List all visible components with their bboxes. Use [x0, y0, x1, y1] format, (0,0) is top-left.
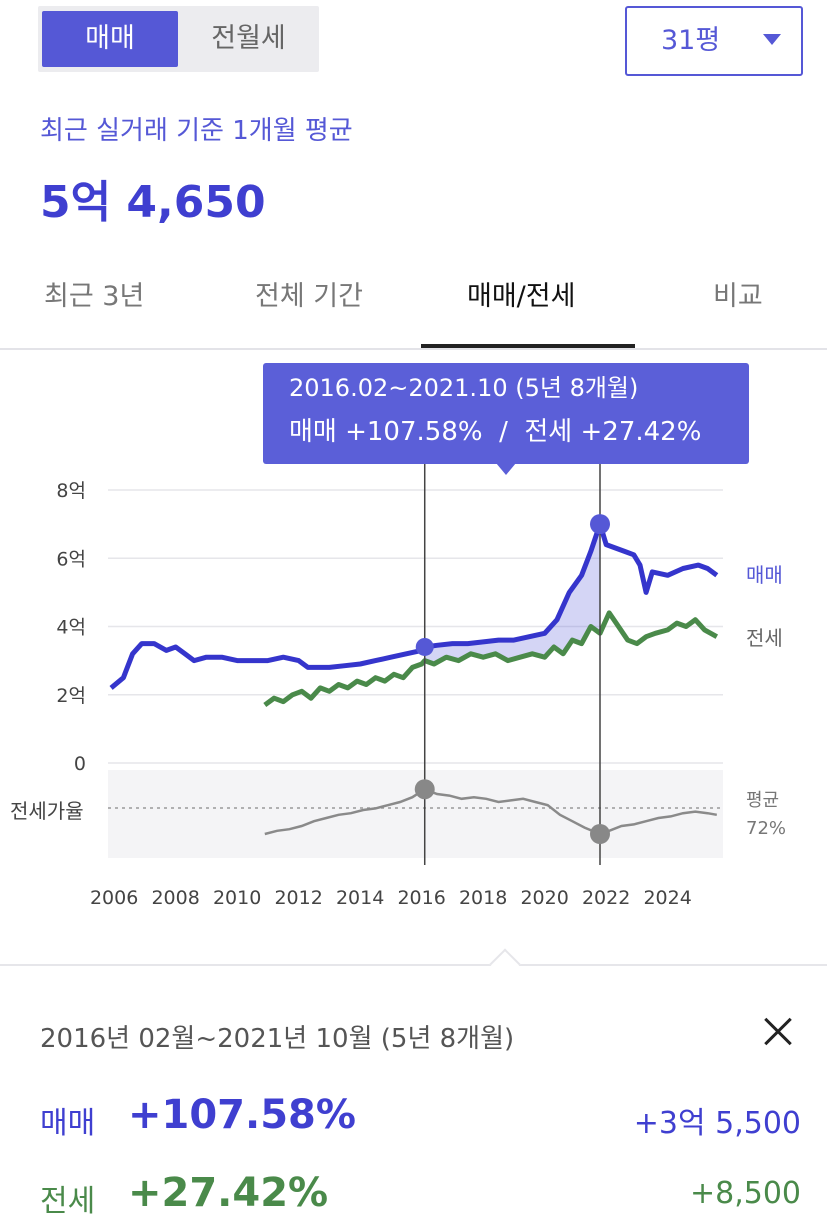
y-tick-label: 6억	[56, 548, 86, 570]
period-range: 2016년 02월~2021년 10월 (5년 8개월)	[40, 1024, 515, 1054]
jeonse-series-label: 전세	[746, 626, 783, 650]
selection-tooltip: 2016.02~2021.10 (5년 8개월) 매매 +107.58% / 전…	[263, 363, 749, 475]
chart-grid	[108, 489, 723, 764]
y-tick-label: 8억	[56, 480, 86, 502]
x-tick-label: 2008	[151, 887, 199, 909]
rent-toggle-button[interactable]: 전월세	[211, 23, 286, 54]
ratio-label: 전세가율	[10, 799, 84, 823]
close-icon[interactable]	[758, 1012, 798, 1052]
chevron-down-icon	[763, 34, 781, 45]
panel-divider	[0, 964, 827, 966]
ratio-line	[264, 787, 718, 836]
sale-change-label: 매매	[40, 1106, 96, 1141]
tooltip-arrow	[496, 463, 516, 475]
ratio-end-marker	[590, 824, 610, 844]
ratio-band	[108, 770, 723, 858]
x-tick-label: 2020	[520, 887, 568, 909]
x-tick-label: 2006	[90, 887, 138, 909]
x-tick-label: 2022	[582, 887, 630, 909]
price-caption: 최근 실거래 기준 1개월 평균	[40, 116, 353, 146]
y-tick-label: 4억	[56, 617, 86, 639]
y-axis-ticks: 0 2억 4억 6억 8억	[56, 480, 86, 775]
jeonse-change-percent: +27.42%	[128, 1170, 329, 1216]
area-size-select[interactable]: 31평	[625, 6, 803, 76]
sale-change-percent: +107.58%	[128, 1092, 356, 1138]
trade-type-toggle: 매매 전월세	[38, 6, 319, 72]
period-tabs: 최근 3년 전체 기간 매매/전세 비교	[0, 260, 827, 350]
y-tick-label: 0	[74, 753, 86, 775]
tab-compare[interactable]: 비교	[713, 281, 763, 312]
tooltip-period: 2016.02~2021.10 (5년 8개월)	[289, 374, 638, 402]
x-axis-ticks: 2006 2008 2010 2012 2014 2016 2018 2020 2022 2024	[90, 887, 692, 909]
ratio-average-label: 평균	[746, 790, 779, 811]
jeonse-change-label: 전세	[40, 1184, 96, 1219]
y-tick-label: 2억	[56, 685, 86, 707]
x-tick-label: 2018	[459, 887, 507, 909]
x-tick-label: 2012	[274, 887, 322, 909]
ratio-average-value: 72%	[746, 818, 786, 839]
selection-end-marker	[590, 514, 610, 535]
tooltip-box	[263, 363, 749, 464]
panel-notch	[489, 948, 521, 980]
active-tab-indicator	[421, 344, 635, 348]
x-tick-label: 2014	[336, 887, 384, 909]
average-price: 5억 4,650	[40, 177, 266, 228]
jeonse-change-amount: +8,500	[689, 1176, 801, 1211]
tab-recent-3-years[interactable]: 최근 3년	[44, 281, 145, 312]
area-size-value: 31평	[661, 25, 721, 56]
selection-start-marker	[415, 637, 434, 656]
x-tick-label: 2024	[643, 887, 691, 909]
tab-sale-jeonse[interactable]: 매매/전세	[467, 281, 576, 312]
ratio-start-marker	[414, 779, 435, 800]
x-tick-label: 2016	[397, 887, 445, 909]
tab-all-period[interactable]: 전체 기간	[255, 281, 363, 312]
tooltip-changes: 매매 +107.58% / 전세 +27.42%	[289, 417, 701, 447]
sale-series-label: 매매	[746, 563, 783, 587]
sale-line	[109, 521, 719, 690]
sale-toggle-button[interactable]: 매매	[42, 11, 178, 67]
x-tick-label: 2010	[213, 887, 261, 909]
jeonse-line	[263, 610, 719, 708]
selection-area	[424, 524, 600, 664]
sale-change-amount: +3억 5,500	[633, 1106, 801, 1141]
